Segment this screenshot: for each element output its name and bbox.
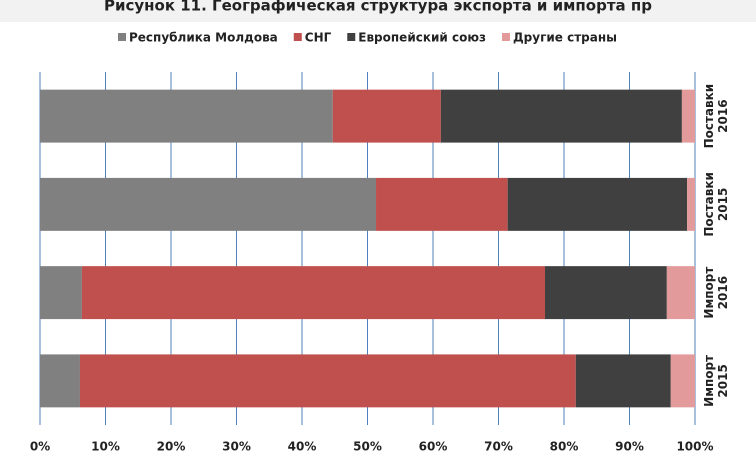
x-tick-label: 50% (353, 440, 382, 454)
bar-segment (81, 266, 546, 320)
y-tick-label: Поставки2015 (702, 172, 730, 237)
bar-segment (687, 177, 695, 231)
y-tick-label-line: 2016 (716, 99, 730, 132)
bar-segment (681, 89, 695, 143)
x-tick-label: 80% (550, 440, 579, 454)
x-tick-label: 70% (484, 440, 513, 454)
bar-segment (40, 89, 333, 143)
bar-segment (332, 89, 441, 143)
x-tick-label: 90% (615, 440, 644, 454)
legend-swatch (118, 33, 126, 41)
y-tick-label-line: Импорт (702, 267, 716, 319)
y-tick-label: Поставки2016 (702, 84, 730, 149)
legend-label: Республика Молдова (129, 31, 278, 45)
bar-segment (40, 177, 377, 231)
legend-swatch (501, 33, 510, 41)
legend-swatch (293, 33, 302, 41)
bar-segment (575, 354, 671, 408)
bar-segment (79, 354, 576, 408)
bar-segment (545, 266, 667, 320)
legend-label: СНГ (305, 31, 332, 45)
x-tick-label: 30% (222, 440, 251, 454)
y-tick-label-line: Импорт (702, 355, 716, 407)
chart-title: Рисунок 11. Географическая структура экс… (104, 0, 652, 15)
y-tick-label-line: Поставки (702, 84, 716, 149)
legend-label: Другие страны (513, 31, 617, 45)
x-tick-label: 20% (157, 440, 186, 454)
x-tick-label: 0% (30, 440, 50, 454)
x-tick-label: 100% (676, 440, 713, 454)
bar-segment (670, 354, 695, 408)
y-tick-label: Импорт2016 (702, 267, 730, 319)
bar-segment (440, 89, 682, 143)
bar-segment (40, 354, 80, 408)
legend-swatch (347, 33, 356, 41)
y-tick-label-line: Поставки (702, 172, 716, 237)
bar-segment (666, 266, 695, 320)
bar-segment (40, 266, 82, 320)
x-tick-label: 40% (288, 440, 317, 454)
y-tick-label: Импорт2015 (702, 355, 730, 407)
bar-segment (507, 177, 688, 231)
x-tick-label: 60% (419, 440, 448, 454)
x-tick-label: 10% (91, 440, 120, 454)
y-tick-label-line: 2015 (716, 364, 730, 397)
bar-segment (376, 177, 508, 231)
legend-label: Европейский союз (358, 31, 486, 45)
y-tick-label-line: 2015 (716, 188, 730, 221)
y-tick-label-line: 2016 (716, 276, 730, 309)
